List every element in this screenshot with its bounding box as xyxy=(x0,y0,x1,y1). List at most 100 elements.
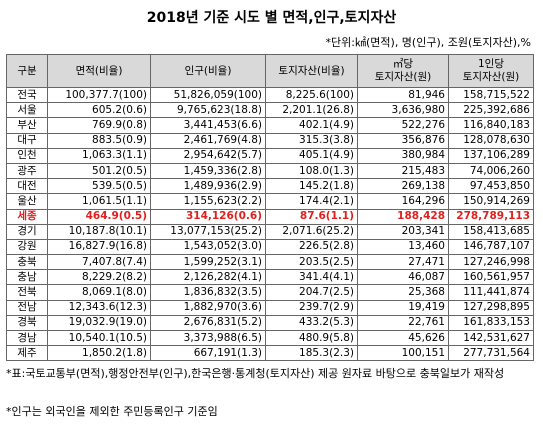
table-cell: 100,377.7(100) xyxy=(47,86,151,104)
table-cell: 174.4(2.1) xyxy=(265,193,358,210)
table-cell: 경북 xyxy=(6,314,48,332)
table-row: 충북 7,407.8(7.4) 1,599,252(3.1) 203.5(2.5) 27… xyxy=(6,254,534,271)
table-cell: 185.3(2.3) xyxy=(265,345,358,362)
table-row: 전남 12,343.6(12.3) 1,882,970(3.6) 239.7(2.9)… xyxy=(6,299,534,316)
table-cell: 2,461,769(4.8) xyxy=(150,132,266,149)
table-cell: 1,543,052(3.0) xyxy=(150,238,266,256)
table-row: 부산 769.9(0.8) 3,441,453(6.6) 402.1(4.9) 522,… xyxy=(6,117,534,134)
table-cell: 150,914,269 xyxy=(448,193,534,210)
table-cell: 7,407.8(7.4) xyxy=(47,254,151,271)
table-cell: 세종 xyxy=(6,208,48,225)
table-cell: 10,540.1(10.5) xyxy=(47,329,151,347)
table-cell: 145.2(1.8) xyxy=(265,178,358,195)
table-cell: 충남 xyxy=(6,269,48,286)
table-cell: 164,296 xyxy=(357,193,449,210)
table-cell: 8,069.1(8.0) xyxy=(47,284,151,301)
table-row: 경남 10,540.1(10.5) 3,373,988(6.5) 480.9(5.8)… xyxy=(6,329,534,347)
table-cell: 127,298,895 xyxy=(448,299,534,316)
table-cell: 501.2(0.5) xyxy=(47,162,151,180)
table-cell: 225,392,686 xyxy=(448,102,534,119)
table-cell: 1,850.2(1.8) xyxy=(47,345,151,362)
table-cell: 405.1(4.9) xyxy=(265,147,358,164)
table-row: 인천 1,063.3(1.1) 2,954,642(5.7) 405.1(4.9) 38… xyxy=(6,147,534,164)
table-cell: 강원 xyxy=(6,238,48,256)
table-cell: 2,126,282(4.1) xyxy=(150,269,266,286)
table-cell: 1,155,623(2.2) xyxy=(150,193,266,210)
table-cell: 충북 xyxy=(6,254,48,271)
table-row: 제주 1,850.2(1.8) 667,191(1.3) 185.3(2.3) 100,… xyxy=(6,345,534,362)
table-row: 전북 8,069.1(8.0) 1,836,832(3.5) 204.7(2.5) 25… xyxy=(6,284,534,301)
footnote: *인구는 외국인을 제외한 주민등록인구 기준임 xyxy=(6,405,218,418)
table-cell: 667,191(1.3) xyxy=(150,345,266,362)
header-cell: 1인당 토지자산(원) xyxy=(448,54,534,88)
table-cell: 137,106,289 xyxy=(448,147,534,164)
header-cell: 토지자산(비율) xyxy=(265,54,358,88)
table-row: 서울 605.2(0.6) 9,765,623(18.8) 2,201.1(26.8)… xyxy=(6,102,534,119)
table-cell: 2,071.6(25.2) xyxy=(265,223,358,240)
table-cell: 127,246,998 xyxy=(448,254,534,271)
table-cell: 380,984 xyxy=(357,147,449,164)
table-cell: 116,840,183 xyxy=(448,117,534,134)
table-cell: 464.9(0.5) xyxy=(47,208,151,225)
table-cell: 111,441,874 xyxy=(448,284,534,301)
table-cell: 서울 xyxy=(6,102,48,119)
table-cell: 2,954,642(5.7) xyxy=(150,147,266,164)
table-cell: 81,946 xyxy=(357,86,449,104)
table-cell: 13,460 xyxy=(357,238,449,256)
table-cell: 9,765,623(18.8) xyxy=(150,102,266,119)
table-cell: 3,373,988(6.5) xyxy=(150,329,266,347)
table-cell: 146,787,107 xyxy=(448,238,534,256)
table-cell: 87.6(1.1) xyxy=(265,208,358,225)
table-cell: 전국 xyxy=(6,86,48,104)
table-cell: 203,341 xyxy=(357,223,449,240)
table-cell: 215,483 xyxy=(357,162,449,180)
table-cell: 1,599,252(3.1) xyxy=(150,254,266,271)
table-cell: 160,561,957 xyxy=(448,269,534,286)
table-cell: 128,078,630 xyxy=(448,132,534,149)
table-cell: 204.7(2.5) xyxy=(265,284,358,301)
table-cell: 10,187.8(10.1) xyxy=(47,223,151,240)
table-row: 세종 464.9(0.5) 314,126(0.6) 87.6(1.1) 188,428… xyxy=(6,208,534,225)
table-cell: 2,676,831(5.2) xyxy=(150,314,266,332)
table-cell: 22,761 xyxy=(357,314,449,332)
table-cell: 8,225.6(100) xyxy=(265,86,358,104)
table-cell: 1,063.3(1.1) xyxy=(47,147,151,164)
table-cell: 46,087 xyxy=(357,269,449,286)
table-cell: 108.0(1.3) xyxy=(265,162,358,180)
table-row: 경기 10,187.8(10.1) 13,077,153(25.2) 2,071.6(… xyxy=(6,223,534,240)
header-cell: 구분 xyxy=(6,54,48,88)
table-cell: 315.3(3.8) xyxy=(265,132,358,149)
table-cell: 188,428 xyxy=(357,208,449,225)
table-cell: 부산 xyxy=(6,117,48,134)
table-cell: 19,032.9(19.0) xyxy=(47,314,151,332)
table-cell: 100,151 xyxy=(357,345,449,362)
table-cell: 158,715,522 xyxy=(448,86,534,104)
table-cell: 226.5(2.8) xyxy=(265,238,358,256)
table-cell: 전남 xyxy=(6,299,48,316)
header-cell: 인구(비율) xyxy=(150,54,266,88)
table-cell: 3,441,453(6.6) xyxy=(150,117,266,134)
table-cell: 97,453,850 xyxy=(448,178,534,195)
table-cell: 1,459,336(2.8) xyxy=(150,162,266,180)
header-cell: 면적(비율) xyxy=(47,54,151,88)
table-cell: 1,489,936(2.9) xyxy=(150,178,266,195)
table-cell: 1,882,970(3.6) xyxy=(150,299,266,316)
table-cell: 769.9(0.8) xyxy=(47,117,151,134)
table-cell: 161,833,153 xyxy=(448,314,534,332)
table-cell: 12,343.6(12.3) xyxy=(47,299,151,316)
table-cell: 울산 xyxy=(6,193,48,210)
table-cell: 13,077,153(25.2) xyxy=(150,223,266,240)
table-cell: 제주 xyxy=(6,345,48,362)
table-cell: 341.4(4.1) xyxy=(265,269,358,286)
table-cell: 25,368 xyxy=(357,284,449,301)
table-cell: 1,836,832(3.5) xyxy=(150,284,266,301)
title: 2018년 기준 시도 별 면적,인구,토지자산 xyxy=(146,10,397,26)
table-cell: 278,789,113 xyxy=(448,208,534,225)
header-cell: ㎡당 토지자산(원) xyxy=(357,54,449,88)
table-body: 전국 100,377.7(100) 51,826,059(100) 8,225.6(1… xyxy=(6,86,534,362)
table-cell: 전북 xyxy=(6,284,48,301)
table-cell: 74,006,260 xyxy=(448,162,534,180)
table-cell: 142,531,627 xyxy=(448,329,534,347)
table-cell: 539.5(0.5) xyxy=(47,178,151,195)
